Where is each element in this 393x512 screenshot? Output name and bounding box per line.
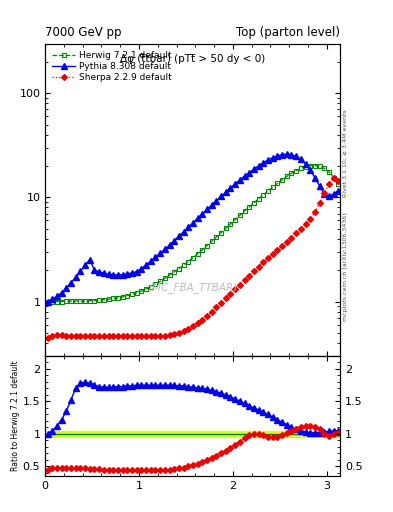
Sherpa 2.2.9 default: [191, 323, 195, 329]
Line: Herwig 7.2.1 default: Herwig 7.2.1 default: [45, 163, 341, 304]
Text: mcplots.cern.ch [arXiv:1306.3436]: mcplots.cern.ch [arXiv:1306.3436]: [343, 212, 347, 321]
Sherpa 2.2.9 default: [331, 175, 336, 181]
Text: Δφ (t̅tbar) (pTt̅ > 50 dy < 0): Δφ (t̅tbar) (pTt̅ > 50 dy < 0): [120, 54, 265, 65]
Sherpa 2.2.9 default: [45, 334, 50, 340]
Text: Top (parton level): Top (parton level): [236, 26, 340, 39]
Herwig 7.2.1 default: [134, 290, 139, 296]
Sherpa 2.2.9 default: [336, 178, 341, 184]
Herwig 7.2.1 default: [191, 254, 195, 261]
Sherpa 2.2.9 default: [181, 328, 186, 334]
Pythia 8.308 default: [134, 268, 139, 274]
Herwig 7.2.1 default: [336, 181, 341, 187]
Herwig 7.2.1 default: [181, 262, 186, 268]
Sherpa 2.2.9 default: [247, 272, 252, 279]
Line: Pythia 8.308 default: Pythia 8.308 default: [45, 152, 341, 304]
Pythia 8.308 default: [331, 191, 336, 197]
Pythia 8.308 default: [247, 169, 252, 176]
Herwig 7.2.1 default: [331, 175, 336, 181]
Line: Sherpa 2.2.9 default: Sherpa 2.2.9 default: [46, 176, 340, 340]
Text: Rivet 3.1.10; ≥ 3.4M events: Rivet 3.1.10; ≥ 3.4M events: [343, 110, 347, 198]
Legend: Herwig 7.2.1 default, Pythia 8.308 default, Sherpa 2.2.9 default: Herwig 7.2.1 default, Pythia 8.308 defau…: [50, 48, 174, 85]
Herwig 7.2.1 default: [312, 162, 317, 168]
Pythia 8.308 default: [191, 220, 195, 226]
Pythia 8.308 default: [336, 188, 341, 194]
Herwig 7.2.1 default: [247, 204, 252, 210]
Text: (MC_FBA_TTBAR): (MC_FBA_TTBAR): [148, 282, 237, 293]
Pythia 8.308 default: [125, 271, 130, 277]
Text: 7000 GeV pp: 7000 GeV pp: [45, 26, 122, 39]
Sherpa 2.2.9 default: [327, 181, 331, 187]
Pythia 8.308 default: [181, 229, 186, 235]
Pythia 8.308 default: [285, 151, 289, 157]
Sherpa 2.2.9 default: [125, 333, 130, 339]
Pythia 8.308 default: [45, 298, 50, 305]
Herwig 7.2.1 default: [45, 298, 50, 305]
Y-axis label: Ratio to Herwig 7.2.1 default: Ratio to Herwig 7.2.1 default: [11, 361, 20, 472]
Sherpa 2.2.9 default: [134, 333, 139, 339]
Herwig 7.2.1 default: [125, 292, 130, 298]
